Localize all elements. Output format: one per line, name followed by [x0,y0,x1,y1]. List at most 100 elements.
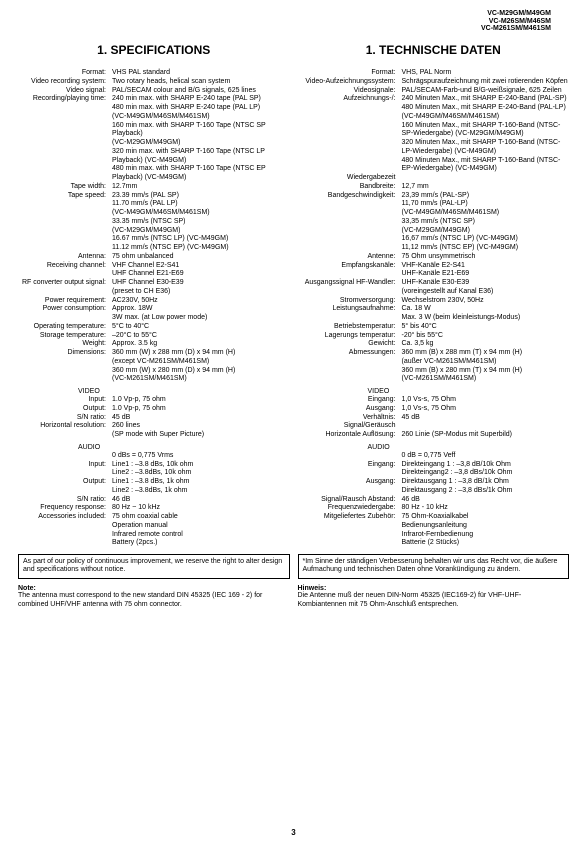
spec-row: Input:1.0 Vp-p, 75 ohm [18,396,290,405]
spec-row: Horizontale Auflösung:260 Linie (SP-Modu… [298,431,570,440]
spec-row: Weight:Approx. 3.5 kg [18,340,290,349]
spec-label: Wiedergabezeit [298,174,402,183]
spec-row: RF converter output signal:UHF Channel E… [18,279,290,288]
spec-row: Leistungsaufnahme:Ca. 18 W [298,305,570,314]
spec-value: 11.12 mm/s (NTSC EP) (VC-M49GM) [112,244,290,253]
spec-row: 360 mm (B) x 280 mm (T) x 94 mm (H) [298,367,570,376]
spec-value: 5°C to 40°C [112,323,290,332]
spec-label: Empfangskanäle: [298,262,402,271]
spec-row: Tape speed:23.39 mm/s (PAL SP) [18,192,290,201]
spec-value: 360 mm (B) x 280 mm (T) x 94 mm (H) [402,367,570,376]
spec-row: Antenna:75 ohm unbalanced [18,253,290,262]
spec-row: S/N ratio:45 dB [18,414,290,423]
spec-label [18,148,112,166]
spec-row: 16,67 mm/s (NTSC LP) (VC-M49GM) [298,235,570,244]
spec-label: Videosignale: [298,87,402,96]
spec-row: Accessories included:75 ohm coaxial cabl… [18,513,290,522]
spec-value [402,174,570,183]
spec-value: 80 Hz ~ 10 kHz [112,504,290,513]
spec-label: Accessories included: [18,513,112,522]
spec-label: Ausgang: [298,478,402,487]
spec-value: 160 min max. with SHARP T-160 Tape (NTSC… [112,122,290,140]
spec-row: Infrared remote control [18,531,290,540]
spec-value: Infrared remote control [112,531,290,540]
spec-value: 320 Minuten Max., mit SHARP T-160-Band (… [402,139,570,157]
spec-row: UHF-Kanäle E21-E69 [298,270,570,279]
spec-row: Signal/Geräusch [298,422,570,431]
spec-row: Eingang:1,0 Vs-s, 75 Ohm [298,396,570,405]
spec-row: Recording/playing time:240 min max. with… [18,95,290,104]
spec-label: Leistungsaufnahme: [298,305,402,314]
spec-row: 480 Minuten Max., mit SHARP E-240-Band (… [298,104,570,122]
spec-row: (voreingestellt auf Kanal E36) [298,288,570,297]
spec-value: 240 min max. with SHARP E-240 tape (PAL … [112,95,290,104]
spec-value: 360 mm (B) x 288 mm (T) x 94 mm (H) [402,349,570,358]
spec-row: UHF Channel E21-E69 [18,270,290,279]
audio-subhead-de: AUDIO [368,444,570,451]
spec-label: Video-Aufzeichnungssystem: [298,78,402,87]
spec-label [298,358,402,367]
spec-value: (außer VC-M261SM/M461SM) [402,358,570,367]
spec-value: 46 dB [402,496,570,505]
spec-row: 11.12 mm/s (NTSC EP) (VC-M49GM) [18,244,290,253]
spec-value: 75 ohm coaxial cable [112,513,290,522]
spec-value: Two rotary heads, helical scan system [112,78,290,87]
spec-label: Input: [18,396,112,405]
spec-value: 12,7 mm [402,183,570,192]
spec-value: Line2 : –3.8dBs, 1k ohm [112,487,290,496]
spec-label [18,270,112,279]
spec-label: Output: [18,478,112,487]
spec-row: 11,12 mm/s (NTSC EP) (VC-M49GM) [298,244,570,253]
spec-label: Frequenzwiedergabe: [298,504,402,513]
spec-row: Aufzeichnungs-/:240 Minuten Max., mit SH… [298,95,570,104]
spec-label [298,122,402,140]
spec-row: Power consumption:Approx. 18W [18,305,290,314]
spec-label [18,200,112,209]
right-note-text: Die Antenne muß der neuen DIN-Norm 45325… [298,592,570,610]
spec-value: 1.0 Vp-p, 75 ohm [112,405,290,414]
spec-value: Line1 : –3.8 dBs, 1k ohm [112,478,290,487]
spec-value: Batterie (2 Stücks) [402,539,570,548]
spec-value: 1,0 Vs-s, 75 Ohm [402,405,570,414]
spec-value: Line1 : –3.8 dBs, 10k ohm [112,461,290,470]
content-columns: 1. SPECIFICATIONS Format:VHS PAL standar… [18,43,569,609]
spec-value: Bedienungsanleitung [402,522,570,531]
spec-label: Stromversorgung: [298,297,402,306]
spec-label: Eingang: [298,461,402,470]
spec-row: Videosignale:PAL/SECAM-Farb-und B/G-weiß… [298,87,570,96]
spec-row: (VC-M49GM/M46SM/M461SM) [18,113,290,122]
spec-row: 320 min max. with SHARP T-160 Tape (NTSC… [18,148,290,166]
spec-label [18,165,112,183]
spec-row: Output:Line1 : –3.8 dBs, 1k ohm [18,478,290,487]
spec-row: (except VC-M261SM/M461SM) [18,358,290,367]
left-title: 1. SPECIFICATIONS [18,43,290,57]
spec-label [18,235,112,244]
spec-label [18,539,112,548]
spec-label: Input: [18,461,112,470]
left-note-box: As part of our policy of continuous impr… [18,554,290,579]
spec-label: Bandbreite: [298,183,402,192]
spec-label [298,469,402,478]
spec-value: Direkteingang2 : –3,8 dBs/10k Ohm [402,469,570,478]
model-header: VC-M29GM/M49GM VC-M26SM/M46SM VC-M261SM/… [18,10,551,33]
spec-value: UHF-Kanäle E30-E39 [402,279,570,288]
spec-row: Operation manual [18,522,290,531]
spec-value: Schrägspuraufzeichnung mit zwei rotieren… [402,78,570,87]
spec-row: Frequency response:80 Hz ~ 10 kHz [18,504,290,513]
spec-label: Format: [18,69,112,78]
spec-value: 23,39 mm/s (PAL-SP) [402,192,570,201]
spec-label [18,487,112,496]
spec-row: Input:Line1 : –3.8 dBs, 10k ohm [18,461,290,470]
spec-value: (VC-M261SM/M461SM) [402,375,570,384]
spec-value: VHS PAL standard [112,69,290,78]
spec-value: Battery (2pcs.) [112,539,290,548]
audio-subhead: AUDIO [78,444,290,451]
spec-label: Operating temperature: [18,323,112,332]
spec-value: 45 dB [112,414,290,423]
right-audio: 0 dB = 0,775 VeffEingang:Direkteingang 1… [298,452,570,548]
spec-label: Gewicht: [298,340,402,349]
spec-value: 260 lines [112,422,290,431]
spec-row: Power requirement:AC230V, 50Hz [18,297,290,306]
spec-row: Ausgangssignal HF-Wandler:UHF-Kanäle E30… [298,279,570,288]
spec-value: 260 Linie (SP-Modus mit Superbild) [402,431,570,440]
